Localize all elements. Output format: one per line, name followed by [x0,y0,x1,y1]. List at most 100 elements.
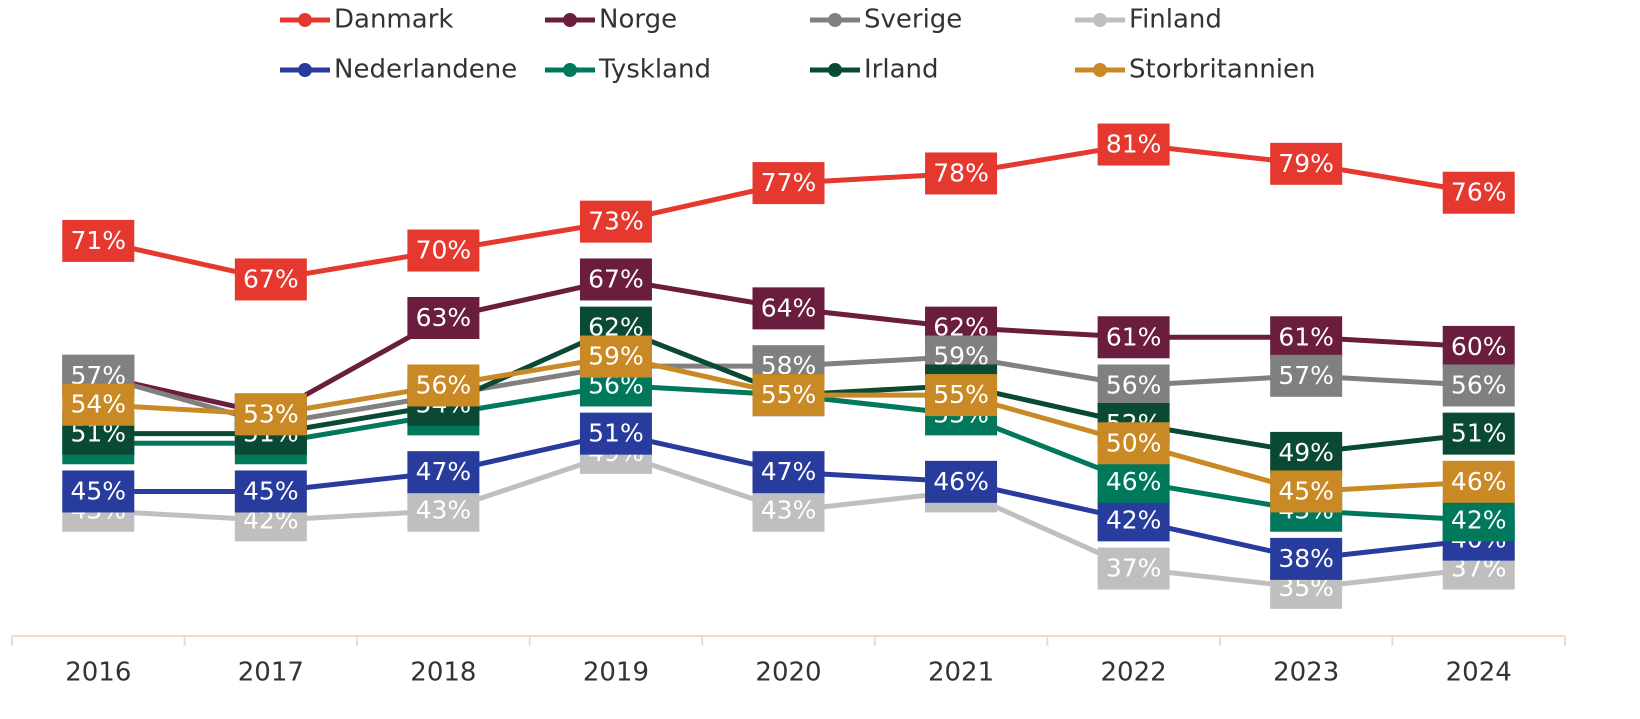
data-label-text: 50% [1106,428,1162,457]
data-label-text: 64% [761,293,817,322]
data-label-text: 56% [1106,370,1162,399]
data-label-text: 76% [1451,178,1507,207]
data-label-box [1442,364,1515,407]
data-label-box [407,451,480,494]
data-label-text: 47% [761,457,817,486]
data-label-box [1442,412,1515,455]
data-label-box [1097,460,1170,503]
data-label: 81% [1097,123,1170,166]
data-label-text: 42% [1451,505,1507,534]
data-label-box [1270,142,1343,185]
data-label-box [1097,547,1170,590]
data-label-text: 67% [243,264,299,293]
data-label: 77% [752,162,825,205]
data-label: 64% [752,287,825,330]
data-label-box [1442,499,1515,542]
data-label: 47% [752,451,825,494]
legend-label: Danmark [334,5,453,35]
data-label-box [1442,325,1515,368]
legend-marker [298,13,312,27]
data-label: 76% [1442,171,1515,214]
data-label: 51% [579,412,652,455]
x-tick-label: 2017 [238,658,304,688]
data-label: 50% [1097,422,1170,465]
data-label-text: 46% [933,467,989,496]
data-label-text: 63% [416,303,472,332]
data-label-text: 70% [416,236,472,265]
data-label-box [925,152,998,195]
data-label-box [579,258,652,301]
legend-label: Finland [1129,5,1222,35]
data-label: 38% [1270,537,1343,580]
x-tick-label: 2020 [755,658,821,688]
data-label-box [752,451,825,494]
data-label: 59% [579,335,652,378]
data-label-box [62,383,135,426]
data-label: 55% [925,374,998,417]
data-label-box [407,297,480,339]
data-label-box [1270,470,1343,513]
data-label-box [234,470,307,513]
data-label-box [1097,364,1170,407]
data-label-box [752,489,825,532]
data-label: 78% [925,152,998,195]
legend-marker [298,63,312,77]
data-label-box [579,412,652,455]
data-label: 45% [234,470,307,513]
legend-label: Norge [599,5,677,35]
data-label-text: 78% [933,158,989,187]
data-label: 45% [1270,470,1343,513]
data-label-text: 45% [70,476,126,505]
data-label-text: 56% [1451,370,1507,399]
data-label-text: 47% [416,457,472,486]
data-label-box [62,219,135,262]
data-label-text: 38% [1278,544,1334,573]
data-label-text: 45% [1278,476,1334,505]
data-label-box [1442,171,1515,214]
data-label-box [1270,354,1343,397]
data-label-text: 46% [1451,467,1507,496]
data-label-box [407,489,480,532]
data-label: 47% [407,451,480,494]
data-label-text: 71% [70,226,126,255]
data-label: 56% [407,364,480,407]
data-label-box [407,229,480,272]
data-label: 49% [1270,431,1343,474]
data-label-box [1270,431,1343,474]
data-label-text: 60% [1451,332,1507,361]
data-label-box [579,200,652,243]
x-tick-label: 2018 [410,658,476,688]
data-label: 45% [62,470,135,513]
data-label-box [1097,499,1170,542]
data-label-text: 37% [1106,554,1162,583]
data-label: 53% [234,393,307,436]
data-label-text: 67% [588,264,644,293]
data-label: 46% [1442,460,1515,503]
legend-marker [828,13,842,27]
data-label-box [1442,460,1515,503]
data-label: 51% [1442,412,1515,455]
data-label-text: 54% [70,390,126,419]
data-label: 43% [752,489,825,532]
data-label: 60% [1442,325,1515,368]
data-label-text: 55% [933,380,989,409]
legend-label: Nederlandene [334,55,517,85]
data-label-text: 51% [1451,419,1507,448]
data-label: 73% [579,200,652,243]
data-label: 79% [1270,142,1343,185]
data-label: 46% [1097,460,1170,503]
data-label-text: 73% [588,207,644,236]
data-label: 42% [1097,499,1170,542]
data-label-text: 56% [416,370,472,399]
data-label-text: 61% [1106,322,1162,351]
data-label-box [752,287,825,330]
data-label: 71% [62,219,135,262]
data-label-box [62,470,135,513]
data-label-text: 57% [1278,361,1334,390]
data-label-box [1270,537,1343,580]
legend-marker [1093,63,1107,77]
x-tick-label: 2016 [65,658,131,688]
data-label-text: 79% [1278,149,1334,178]
x-tick-label: 2022 [1101,658,1167,688]
